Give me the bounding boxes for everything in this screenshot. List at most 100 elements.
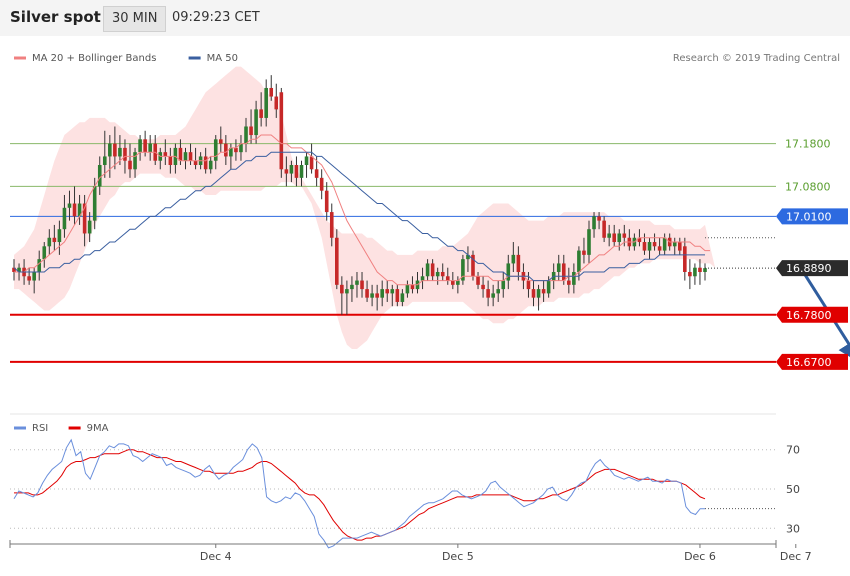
candle-body [400,293,405,302]
candle-body [92,186,97,221]
candle-body [677,242,682,251]
candle-body [319,177,324,191]
candle-body [37,259,42,272]
rsi-legend-label: 9MA [87,423,109,434]
candle-body [456,280,460,285]
level-tag [776,353,848,370]
candle-body [249,126,253,136]
candle-body [193,160,198,166]
candle-body [572,271,576,285]
candle-body [87,220,92,234]
candle-body [259,109,263,118]
candle-body [592,216,596,230]
candle-body [410,284,415,290]
candle-body [657,246,662,251]
candle-body [62,207,67,230]
candle-body [430,263,435,277]
candle-body [12,267,16,272]
candle-body [123,147,127,161]
candle-body [622,233,627,238]
level-tag [776,306,848,323]
candle-body [531,289,536,298]
candle-body [203,156,208,170]
candle-body [647,242,652,251]
candle-body [279,92,284,170]
candle-body [445,276,450,281]
candle-body [435,271,440,277]
candle-body [365,289,369,298]
candle-body [239,143,243,153]
candle-body [390,289,395,294]
candle-body [491,293,495,298]
x-tick-label: Dec 4 [200,550,232,563]
candle-body [425,263,430,277]
last-price-tag [776,260,848,277]
level-label: 16.6700 [786,356,832,369]
candle-body [688,271,692,277]
candle-body [506,263,511,281]
candle-body [77,203,82,217]
candle-body [72,203,77,217]
candle-body [188,152,193,161]
candle-body [360,280,364,290]
candle-body [683,246,687,272]
candle-body [218,139,223,144]
candle-body [163,152,168,157]
candle-body [597,216,601,221]
price-levels-layer [10,143,776,363]
candle-body [561,263,566,281]
bollinger-bands-layer [14,66,716,349]
rsi-legend-label: RSI [32,423,48,434]
candle-body [329,212,334,238]
candle-body [289,165,294,174]
rsi-tick-label: 30 [786,522,800,535]
level-tag [776,208,848,225]
candle-body [642,242,647,251]
timeframe-button[interactable]: 30 MIN [103,6,167,32]
candle-body [577,250,581,272]
x-tick-label: Dec 5 [442,550,474,563]
x-tick-label: Dec 7 [780,550,812,563]
candle-body [178,147,183,161]
candle-body [355,280,359,285]
candle-body [476,276,480,285]
candle-body [395,289,400,302]
ma50-line [13,151,705,282]
candle-body [345,289,349,294]
candle-body [607,233,611,238]
candle-body [556,263,561,272]
candle-body [541,289,546,294]
candle-body [224,143,228,157]
candle-body [97,165,102,187]
candle-body [148,143,152,153]
candle-body [314,169,319,178]
candle-body [234,147,238,153]
candle-body [536,289,541,298]
candle-body [602,220,606,238]
candle-body [420,276,425,281]
candle-body [304,156,309,166]
candle-body [67,203,72,208]
candle-body [582,250,586,255]
legend-label: MA 20 + Bollinger Bands [32,53,156,64]
candle-body [335,237,339,285]
candle-body [254,109,258,136]
candle-body [47,237,52,247]
candle-body [501,280,506,290]
candle-body [350,284,354,290]
level-label: 17.0800 [785,180,831,193]
candle-body [511,254,516,264]
candle-body [672,242,677,247]
candle-body [703,268,707,272]
candle-body [208,160,213,170]
candle-body [133,152,137,170]
candle-body [102,156,107,166]
candle-body [118,147,122,157]
candle-body [229,147,233,157]
candle-body [82,203,87,234]
candle-body [128,160,132,170]
level-label: 17.1800 [785,138,831,151]
candle-body [299,165,304,178]
timestamp: 09:29:23 CET [172,10,260,25]
candle-body [213,139,218,161]
